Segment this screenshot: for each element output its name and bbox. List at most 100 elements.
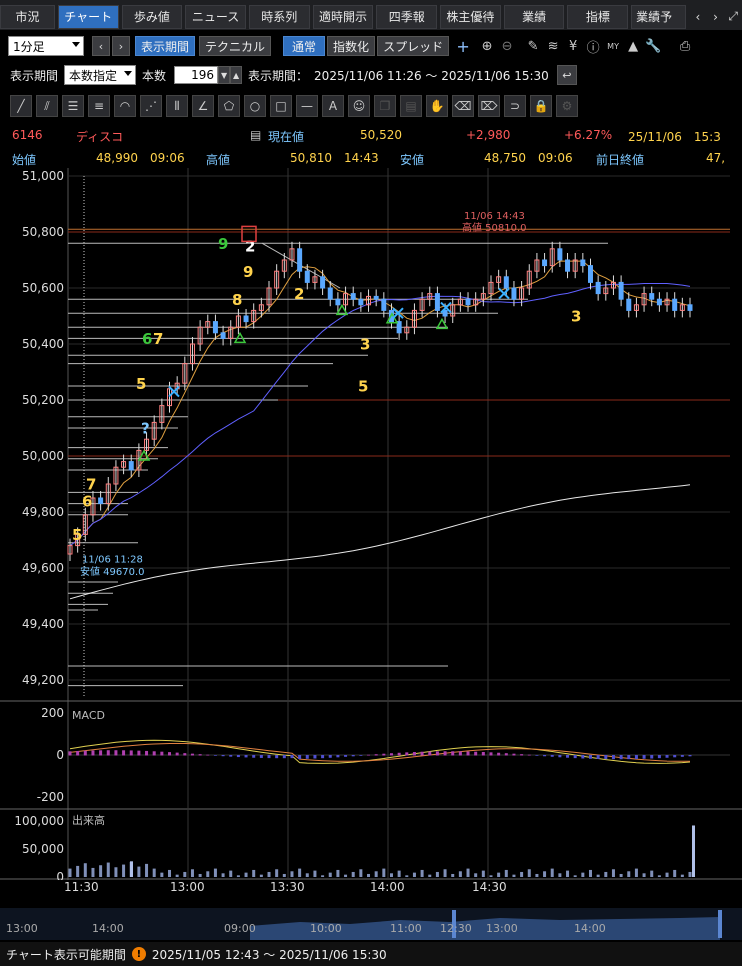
vlines-tool-icon[interactable]: ⦀	[166, 95, 188, 117]
tab-results[interactable]: 業績	[503, 4, 565, 29]
print-icon[interactable]: ⎙	[679, 38, 691, 54]
tab-market[interactable]: 市況	[0, 4, 55, 29]
tab-yutai[interactable]: 株主優待	[440, 4, 501, 29]
period-mode-select[interactable]: 本数指定	[64, 65, 137, 85]
macd-bar	[665, 755, 669, 758]
gann-tool-icon[interactable]: ∠	[192, 95, 214, 117]
lock-tool-icon[interactable]: 🔒	[530, 95, 552, 117]
info-icon[interactable]: ⓘ	[586, 40, 600, 56]
zoom-in-icon[interactable]: ⊕	[481, 38, 493, 54]
arc-tool-icon[interactable]: ◠	[114, 95, 136, 117]
channel-tool-icon[interactable]: ⫽	[36, 95, 58, 117]
reset-icon[interactable]: ↩	[556, 65, 577, 85]
tab-next-icon[interactable]: ›	[713, 9, 718, 24]
copy-tool-icon[interactable]: ❐	[374, 95, 396, 117]
pen-icon[interactable]: ✎	[527, 38, 539, 54]
normal-button[interactable]: 通常	[283, 36, 326, 56]
pattern-icon[interactable]: ≋	[547, 38, 559, 54]
tab-prev-icon[interactable]: ‹	[695, 9, 701, 24]
count-down-icon[interactable]: ▼	[218, 66, 231, 84]
prev-button[interactable]: ‹	[92, 36, 110, 56]
fibo-tool-icon[interactable]: ≡	[88, 95, 110, 117]
period-label: 表示期間	[10, 68, 59, 83]
paste-tool-icon[interactable]: ▤	[400, 95, 422, 117]
tab-chart[interactable]: チャート	[57, 4, 119, 29]
eraser-all-tool-icon[interactable]: ⌦	[478, 95, 500, 117]
nav-tick: 13:00	[6, 922, 38, 935]
tab-indicators[interactable]: 指標	[567, 4, 629, 29]
tab-ticks[interactable]: 歩み値	[121, 4, 183, 29]
period-button[interactable]: 表示期間	[135, 36, 196, 56]
pentagon-tool-icon[interactable]: ⬠	[218, 95, 240, 117]
count-up-icon[interactable]: ▲	[230, 66, 243, 84]
hline-tool-icon[interactable]: —	[296, 95, 318, 117]
candle-body	[664, 298, 670, 306]
volume-bar	[588, 869, 592, 877]
candle-body	[587, 265, 593, 283]
zoom-out-icon[interactable]: ⊖	[501, 38, 513, 54]
macd-bar	[114, 750, 118, 756]
hand-tool-icon[interactable]: ✋	[426, 95, 448, 117]
next-button[interactable]: ›	[112, 36, 130, 56]
volume-bar	[405, 875, 409, 877]
tab-disclosure[interactable]: 適時開示	[312, 4, 374, 29]
macd-bar	[550, 755, 554, 757]
doc-icon[interactable]: ▤	[250, 128, 262, 142]
tab-shikiho[interactable]: 四季報	[376, 4, 438, 29]
crosshair-icon[interactable]: +	[456, 36, 470, 56]
tab-news[interactable]: ニュース	[185, 4, 246, 29]
magnet-tool-icon[interactable]: ⊃	[504, 95, 526, 117]
vwap-line	[69, 484, 691, 600]
macd-bar	[221, 755, 225, 757]
technical-button[interactable]: テクニカル	[199, 36, 272, 56]
index-button[interactable]: 指数化	[327, 36, 376, 56]
x-marker	[440, 301, 452, 314]
volume-bar	[122, 864, 126, 877]
volume-bar	[275, 869, 279, 877]
line-tool-icon[interactable]: ╱	[10, 95, 32, 117]
macd-bar	[512, 753, 516, 756]
settings-tool-icon[interactable]: ⚙	[556, 95, 578, 117]
fan-tool-icon[interactable]: ⋰	[140, 95, 162, 117]
count-label: 3	[571, 308, 581, 326]
volume-bar	[420, 869, 424, 877]
volume-bar	[282, 873, 286, 877]
price-tick: 49,600	[22, 561, 64, 575]
candle-body	[243, 315, 249, 323]
tab-forecast[interactable]: 業績予	[631, 4, 687, 29]
macd-bar	[566, 755, 570, 758]
macd-bar	[619, 755, 623, 760]
wrench-icon[interactable]: 🔧	[644, 38, 662, 54]
hlines-tool-icon[interactable]: ☰	[62, 95, 84, 117]
volume-bar	[290, 871, 294, 877]
yen-icon[interactable]: ¥	[568, 38, 578, 54]
count-label: 2	[245, 238, 255, 256]
eraser-tool-icon[interactable]: ⌫	[452, 95, 474, 117]
candle-body	[205, 321, 211, 328]
range-navigator[interactable]: 13:00 14:00 09:00 10:00 11:00 12:30 13:0…	[0, 908, 742, 940]
macd-bar	[688, 755, 692, 757]
volume-bar	[504, 869, 508, 877]
macd-bar	[412, 752, 416, 756]
volume-bar	[566, 870, 570, 877]
spread-button[interactable]: スプレッド	[377, 36, 450, 56]
change-percent: +6.27%	[564, 128, 613, 142]
support-lines	[68, 176, 730, 698]
circle-tool-icon[interactable]: ○	[244, 95, 266, 117]
rect-tool-icon[interactable]: □	[270, 95, 292, 117]
macd-bar	[99, 750, 103, 756]
text-tool-icon[interactable]: A	[322, 95, 344, 117]
stamp-tool-icon[interactable]: ☺	[348, 95, 370, 117]
area-chart-icon[interactable]: ▲	[628, 38, 639, 54]
macd-bar	[627, 755, 631, 760]
macd-bar	[313, 755, 317, 759]
macd-bar	[206, 754, 210, 756]
volume-bar	[76, 865, 80, 877]
expand-icon[interactable]: ⤢	[728, 9, 738, 23]
tab-timeseries[interactable]: 時系列	[248, 4, 310, 29]
interval-select[interactable]: 1分足	[8, 36, 84, 56]
my-icon[interactable]: MY	[607, 41, 619, 51]
macd-bar	[344, 755, 348, 757]
count-input[interactable]: 196	[174, 66, 219, 84]
